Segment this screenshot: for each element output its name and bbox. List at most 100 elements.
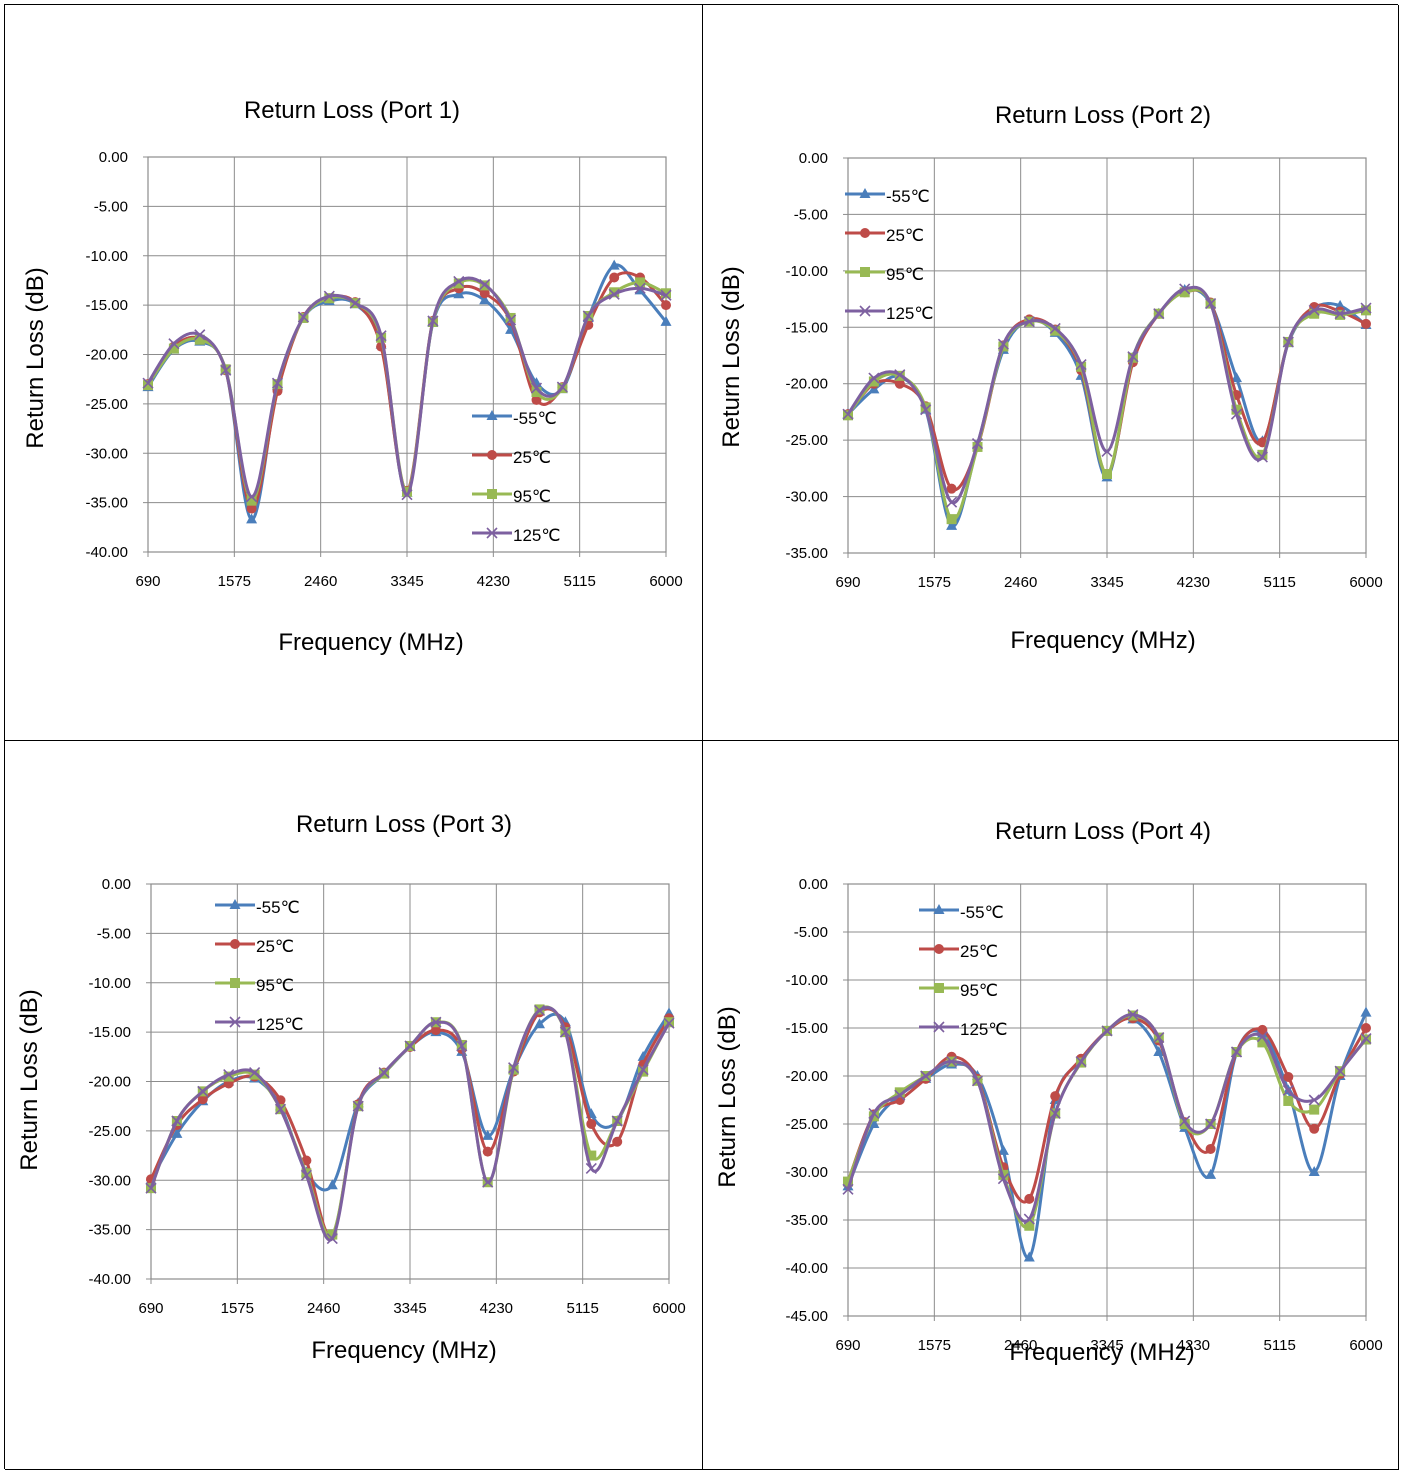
y-tick-label: 0.00 <box>99 149 128 166</box>
legend-swatch-marker <box>859 305 871 317</box>
data-point <box>1257 1024 1268 1035</box>
data-point <box>608 259 620 270</box>
plot-area-frame <box>150 883 670 1280</box>
legend-item-95c: 95℃ <box>215 976 294 995</box>
data-point <box>868 1118 880 1128</box>
legend-item-25c: 25℃ <box>845 226 924 245</box>
y-tick-label: -5.00 <box>97 925 131 942</box>
data-point <box>611 1115 623 1127</box>
legend-swatch-marker <box>933 904 945 914</box>
legend-label: 25℃ <box>886 226 924 245</box>
data-point <box>453 275 465 287</box>
y-tick-label: -5.00 <box>94 198 128 215</box>
data-point <box>479 278 491 290</box>
plot-area-frame <box>147 156 667 553</box>
data-point <box>427 315 439 327</box>
y-tick-label: -5.00 <box>794 206 828 223</box>
data-point <box>274 1103 287 1115</box>
data-point <box>327 1229 338 1240</box>
plot-area-frame <box>847 883 1367 1317</box>
data-point <box>220 364 232 376</box>
legend-label: 25℃ <box>256 937 294 956</box>
data-point <box>1257 1037 1268 1048</box>
data-point <box>946 1056 958 1068</box>
data-point <box>1308 304 1320 316</box>
data-point <box>609 287 620 298</box>
y-axis-label: Return Loss (dB) <box>714 1006 741 1187</box>
x-tick-label: 4230 <box>1177 574 1210 591</box>
legend-item-25c: 25℃ <box>215 937 294 956</box>
x-tick-label: 4230 <box>1177 1337 1210 1354</box>
data-point <box>609 272 620 283</box>
legend-swatch-marker <box>934 944 944 954</box>
x-tick-label: 1575 <box>918 574 951 591</box>
chart-title: Return Loss (Port 3) <box>296 811 512 838</box>
data-point <box>946 514 957 525</box>
data-point <box>971 1075 984 1087</box>
data-point <box>842 408 854 420</box>
legend-swatch-marker <box>487 489 497 499</box>
x-tick-label: 690 <box>138 1300 163 1317</box>
legend-item-minus55c: -55℃ <box>919 903 1004 922</box>
x-tick-label: 3345 <box>390 573 423 590</box>
data-point <box>1101 445 1113 457</box>
data-point <box>894 378 905 389</box>
data-point <box>660 315 672 326</box>
data-point <box>1075 358 1087 371</box>
data-point <box>223 1069 235 1081</box>
legend-label: 95℃ <box>513 487 551 506</box>
legend-swatch-marker <box>486 410 498 420</box>
x-tick-label: 4230 <box>480 1300 513 1317</box>
x-tick-label: 2460 <box>1004 1337 1037 1354</box>
series-125c <box>842 283 1372 508</box>
y-axis-label: Return Loss (dB) <box>718 266 745 447</box>
x-tick-label: 2460 <box>307 1300 340 1317</box>
data-point <box>661 288 671 299</box>
legend-item-95c: 95℃ <box>919 981 998 1000</box>
series-125c <box>142 275 672 503</box>
y-tick-label: -30.00 <box>785 489 828 506</box>
data-point <box>1205 298 1217 310</box>
data-point <box>946 483 957 494</box>
data-point <box>1231 372 1242 383</box>
y-tick-label: 0.00 <box>102 876 131 893</box>
chart-port-4: Return Loss (Port 4) 0.00 -5.00 -10.00 -15.0… <box>714 818 1383 1366</box>
x-tick-label: 2460 <box>1004 574 1037 591</box>
data-point <box>1308 1094 1320 1106</box>
data-point <box>1024 1220 1035 1231</box>
data-point <box>842 1183 854 1195</box>
chart-title: Return Loss (Port 1) <box>244 97 460 124</box>
data-point <box>894 1089 906 1101</box>
data-point <box>430 1016 442 1028</box>
data-point <box>920 1070 932 1082</box>
data-point <box>1256 1031 1268 1043</box>
data-point <box>894 369 906 381</box>
legend-label: 95℃ <box>886 265 924 284</box>
data-point <box>634 282 646 294</box>
chart-panel-port-4: Return Loss (Port 4) 0.00 -5.00 -10.00 -15.0… <box>703 741 1399 1470</box>
data-point <box>482 1146 493 1157</box>
legend: -55℃ 25℃ 95℃ 125℃ <box>215 898 303 1034</box>
legend-label: 25℃ <box>960 942 998 961</box>
data-point <box>168 343 179 354</box>
data-point <box>1102 469 1112 479</box>
data-point <box>946 519 958 530</box>
data-point <box>171 1115 183 1127</box>
data-point <box>1049 1107 1061 1120</box>
data-point <box>194 334 205 345</box>
data-point <box>660 289 672 301</box>
legend: -55℃ 25℃ 95℃ 125℃ <box>472 409 560 545</box>
data-point <box>1360 1006 1372 1017</box>
legend-swatch-marker <box>860 228 870 238</box>
data-point <box>479 288 490 299</box>
data-point <box>1309 1104 1320 1115</box>
data-point <box>1205 1168 1217 1179</box>
x-tick-label: 1575 <box>218 573 251 590</box>
data-point <box>249 1069 260 1080</box>
y-tick-label: -10.00 <box>88 975 131 992</box>
x-tick-label: 5115 <box>1264 1337 1296 1354</box>
x-axis-label: Frequency (MHz) <box>311 1337 496 1364</box>
chart-panel-port-3: Return Loss (Port 3) 0.00 -5.00 -10.00 -15.0… <box>5 741 703 1470</box>
data-point <box>1024 1193 1035 1204</box>
y-tick-label: -15.00 <box>785 1020 828 1037</box>
